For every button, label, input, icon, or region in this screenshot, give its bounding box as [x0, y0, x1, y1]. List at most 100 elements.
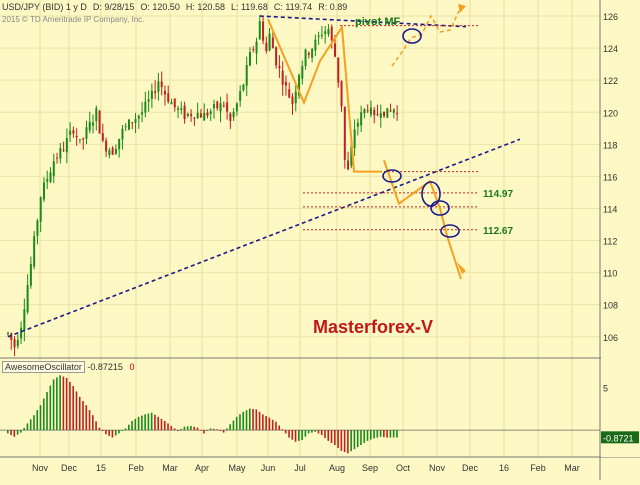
- oscillator-bar: [213, 428, 215, 431]
- candle-body: [127, 119, 130, 130]
- candle-body: [183, 105, 186, 120]
- oscillator-bar: [186, 426, 189, 431]
- time-tick-1: Dec: [61, 463, 78, 473]
- candle-body: [157, 81, 160, 92]
- oscillator-bar: [147, 413, 150, 431]
- oscillator-bar: [92, 415, 94, 431]
- candle-body: [92, 122, 95, 126]
- oscillator-bar: [180, 428, 182, 431]
- oscillator-value: -0.87215: [87, 362, 123, 372]
- oscillator-last-value: -0.8721: [603, 433, 634, 443]
- oscillator-bar: [65, 377, 68, 431]
- candle-body: [85, 127, 88, 139]
- candle-body: [78, 139, 81, 141]
- candle-body: [173, 98, 176, 108]
- oscillator-bar: [334, 430, 336, 446]
- candle-body: [59, 148, 62, 159]
- brand-label: Masterforex-V: [313, 317, 433, 337]
- candle-body: [376, 114, 379, 116]
- candle-body: [52, 161, 55, 176]
- candle-body: [118, 138, 121, 150]
- oscillator-bar: [235, 416, 238, 431]
- oscillator-bar: [268, 417, 271, 431]
- candle-body: [232, 111, 235, 118]
- candle-body: [199, 113, 202, 118]
- candle-body: [170, 102, 173, 105]
- oscillator-bar: [124, 428, 127, 431]
- candle-body: [281, 70, 284, 85]
- oscillator-bar: [252, 408, 254, 431]
- oscillator-bar: [340, 430, 343, 451]
- oscillator-bar: [255, 409, 258, 431]
- marker-circle-1: [382, 169, 402, 183]
- pivot-label: pivot MF: [355, 16, 400, 28]
- candle-body: [75, 135, 78, 138]
- oscillator-bar: [291, 430, 294, 440]
- oscillator-bar: [196, 427, 199, 431]
- price-tick-126: 126: [603, 12, 618, 22]
- time-axis: Nov Dec 15 Feb Mar Apr May Jun Jul Aug Sep Oct Nov De…: [32, 463, 580, 473]
- oscillator-bar: [160, 418, 163, 431]
- oscillator-bar: [327, 430, 330, 441]
- candle-body: [307, 52, 310, 55]
- oscillator-bar: [294, 430, 297, 442]
- candle-body: [46, 179, 49, 182]
- marker-circle-4: [440, 224, 460, 238]
- candle-body: [7, 332, 9, 334]
- price-tick-116: 116: [603, 172, 617, 182]
- price-tick-112: 112: [603, 237, 617, 247]
- candle-body: [101, 133, 104, 141]
- high-label: H: 120.58: [185, 2, 225, 12]
- oscillator-bar: [10, 430, 12, 436]
- candle-body: [121, 128, 124, 140]
- oscillator-bar: [59, 375, 61, 431]
- oscillator-bar: [167, 423, 169, 431]
- candle-body: [229, 113, 232, 121]
- candle-body: [150, 90, 153, 99]
- oscillator-bar: [183, 426, 186, 431]
- time-tick-2: 15: [96, 463, 106, 473]
- symbol-label[interactable]: USD/JPY (BID) 1 y D: [2, 2, 87, 12]
- candle-body: [284, 81, 287, 86]
- oscillator-bar: [173, 428, 176, 431]
- oscillator-bar: [134, 418, 137, 431]
- candle-body: [275, 47, 278, 66]
- oscillator-zero: 0: [129, 362, 135, 372]
- oscillator-bar: [144, 414, 146, 431]
- oscillator-bar: [320, 430, 323, 436]
- candle-body: [216, 101, 219, 109]
- marker-circle-3: [430, 200, 450, 216]
- candle-body: [69, 130, 72, 135]
- oscillator-bar: [245, 410, 248, 431]
- candle-body: [373, 109, 376, 116]
- oscillator-bar: [49, 385, 52, 431]
- oscillator-bar: [157, 416, 160, 431]
- candle-body: [347, 160, 350, 170]
- candle-body: [369, 107, 372, 115]
- oscillator-bar: [396, 430, 398, 438]
- oscillator-bar: [350, 430, 352, 452]
- level-label-3: 112.67: [483, 226, 513, 237]
- candle-body: [268, 33, 271, 51]
- candle-body: [134, 118, 137, 123]
- candle-body: [265, 42, 268, 52]
- candle-body: [16, 339, 19, 347]
- oscillator-bar: [7, 430, 9, 434]
- candle-body: [186, 113, 189, 116]
- analysis-overlays: 114.97 112.67 pivot MF Masterforex-V: [7, 4, 521, 338]
- price-tick-118: 118: [603, 140, 617, 150]
- oscillator-bar: [105, 430, 107, 435]
- oscillator-bar: [298, 430, 300, 441]
- candle-body: [298, 75, 301, 96]
- candle-body: [330, 26, 333, 41]
- oscillator-name[interactable]: AwesomeOscillator: [2, 361, 85, 373]
- candle-body: [42, 182, 45, 200]
- oscillator-bar: [190, 425, 192, 431]
- open-label: O: 120.50: [140, 2, 180, 12]
- oscillator-bar: [108, 430, 110, 436]
- oscillator-bar: [209, 428, 212, 431]
- oscillator-bar: [193, 426, 195, 431]
- oscillator-bar: [232, 420, 235, 431]
- candle-body: [350, 146, 353, 166]
- candle-body: [271, 37, 274, 49]
